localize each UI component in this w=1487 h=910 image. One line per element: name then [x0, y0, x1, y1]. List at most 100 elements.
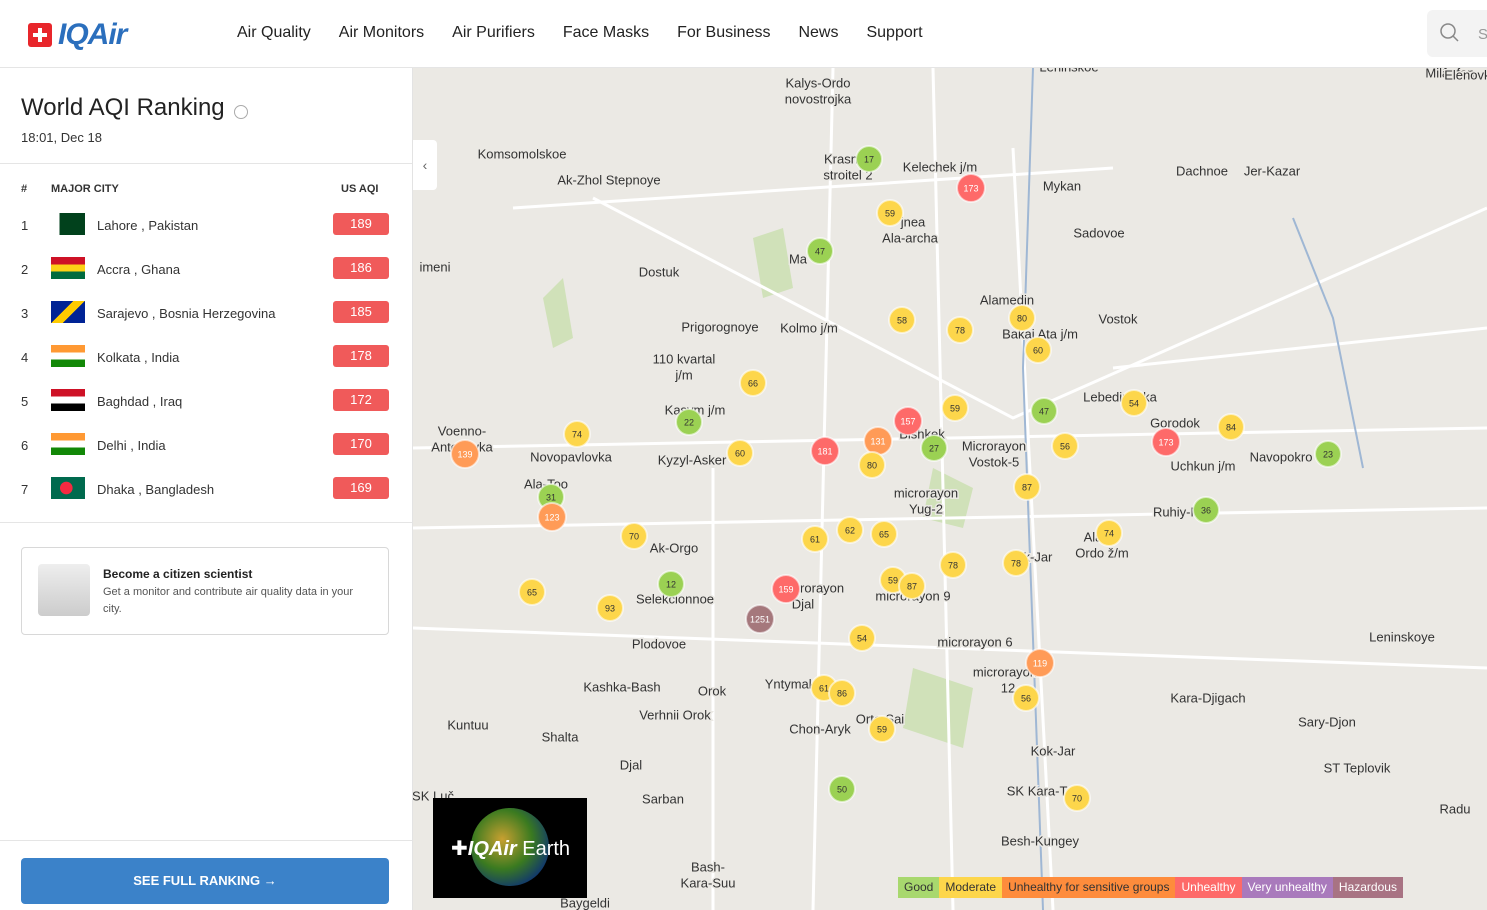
aqi-marker[interactable]: 66 — [739, 369, 767, 397]
ranking-row[interactable]: 4 Kolkata , India 178 — [0, 345, 412, 389]
aqi-marker[interactable]: 131 — [863, 426, 893, 456]
flag — [51, 389, 85, 411]
aqi-marker[interactable]: 78 — [939, 551, 967, 579]
aqi-marker[interactable]: 70 — [620, 522, 648, 550]
citizen-card[interactable]: Become a citizen scientist Get a monitor … — [21, 547, 389, 635]
aqi-marker[interactable]: 87 — [1013, 473, 1041, 501]
marker-value: 181 — [817, 446, 832, 456]
aqi-marker[interactable]: 62 — [836, 516, 864, 544]
collapse-toggle[interactable]: ‹ — [413, 140, 437, 190]
aqi-marker[interactable]: 173 — [1151, 427, 1181, 457]
aqi-marker[interactable]: 84 — [1217, 413, 1245, 441]
aqi-badge: 186 — [333, 257, 389, 279]
place-label: Ordo ž/m — [1075, 545, 1128, 560]
aqi-marker[interactable]: 123 — [537, 502, 567, 532]
ranking-row[interactable]: 5 Baghdad , Iraq 172 — [0, 389, 412, 433]
logo[interactable]: IQAir — [28, 18, 127, 52]
aqi-marker[interactable]: 59 — [868, 715, 896, 743]
nav-link[interactable]: Support — [866, 24, 923, 41]
nav-link[interactable]: Face Masks — [562, 24, 650, 41]
aqi-marker[interactable]: 22 — [675, 408, 703, 436]
aqi-marker[interactable]: 119 — [1025, 648, 1055, 678]
aqi-marker[interactable]: 12 — [657, 570, 685, 598]
aqi-marker[interactable]: 56 — [1012, 684, 1040, 712]
aqi-marker[interactable]: 78 — [1002, 549, 1030, 577]
marker-dot — [828, 775, 856, 803]
aqi-marker[interactable]: 173 — [956, 173, 986, 203]
search-placeholder: S — [1478, 26, 1487, 43]
aqi-marker[interactable]: 78 — [946, 316, 974, 344]
aqi-marker[interactable]: 58 — [888, 306, 916, 334]
sidebar: World AQI Ranking 18:01, Dec 18 # MAJOR … — [0, 68, 413, 910]
marker-dot — [1120, 389, 1148, 417]
aqi-marker[interactable]: 1251 — [745, 604, 775, 634]
info-icon[interactable] — [234, 105, 248, 119]
marker-dot — [596, 594, 624, 622]
earth-widget[interactable]: ✚IQAir Earth — [433, 798, 587, 898]
aqi-marker[interactable]: 93 — [596, 594, 624, 622]
aqi-marker[interactable]: 139 — [450, 439, 480, 469]
place-label: Vostok — [1098, 311, 1138, 326]
aqi-marker[interactable]: 157 — [893, 406, 923, 436]
place-label: Novopavlovka — [530, 449, 612, 464]
full-ranking-button[interactable]: SEE FULL RANKING → — [21, 858, 389, 904]
marker-dot — [518, 578, 546, 606]
map[interactable]: Kalys-Ordo novostrojka Komsomolskoe Ak-Zhol… — [413, 68, 1487, 910]
nav-link[interactable]: Air Purifiers — [452, 24, 535, 41]
legend-item: Unhealthy for sensitive groups — [1002, 877, 1176, 898]
ranking-row[interactable]: 1 Lahore , Pakistan 189 — [0, 213, 412, 257]
search[interactable]: S — [1427, 10, 1487, 57]
aqi-marker[interactable]: 17 — [855, 145, 883, 173]
aqi-marker[interactable]: 87 — [898, 572, 926, 600]
aqi-marker[interactable]: 60 — [1024, 336, 1052, 364]
nav-link[interactable]: Air Quality — [237, 24, 311, 41]
aqi-marker[interactable]: 59 — [876, 199, 904, 227]
aqi-marker[interactable]: 50 — [828, 775, 856, 803]
aqi-marker[interactable]: 60 — [726, 439, 754, 467]
ranking-row[interactable]: 7 Dhaka , Bangladesh 169 — [0, 477, 412, 521]
aqi-marker[interactable]: 23 — [1314, 440, 1342, 468]
aqi-marker[interactable]: 80 — [858, 451, 886, 479]
aqi-marker[interactable]: 54 — [1120, 389, 1148, 417]
aqi-marker[interactable]: 36 — [1192, 496, 1220, 524]
aqi-marker[interactable]: 159 — [771, 574, 801, 604]
aqi-marker[interactable]: 54 — [848, 624, 876, 652]
marker-value: 139 — [457, 449, 472, 459]
aqi-marker[interactable]: 27 — [920, 434, 948, 462]
card-text: Get a monitor and contribute air quality… — [103, 586, 354, 615]
aqi-marker[interactable]: 65 — [518, 578, 546, 606]
aqi-marker[interactable]: 74 — [1095, 519, 1123, 547]
ranking-row[interactable]: 6 Delhi , India 170 — [0, 433, 412, 477]
aqi-marker[interactable]: 47 — [806, 237, 834, 265]
aqi-marker[interactable]: 181 — [810, 436, 840, 466]
aqi-marker[interactable]: 65 — [870, 520, 898, 548]
place-label: Orok — [698, 683, 727, 698]
aqi-marker[interactable]: 74 — [563, 420, 591, 448]
marker-dot — [1063, 784, 1091, 812]
aqi-marker[interactable]: 56 — [1051, 432, 1079, 460]
marker-value: 22 — [684, 417, 694, 427]
marker-dot — [1025, 648, 1055, 678]
nav-link[interactable]: Air Monitors — [338, 24, 425, 41]
aqi-badge: 172 — [333, 389, 389, 411]
place-label: 12 — [1001, 680, 1015, 695]
ranking-row[interactable]: 3 Sarajevo , Bosnia Herzegovina 185 — [0, 301, 412, 345]
aqi-marker[interactable]: 80 — [1008, 304, 1036, 332]
col-header: # — [21, 183, 28, 195]
nav-link[interactable]: News — [798, 24, 839, 41]
aqi-marker[interactable]: 70 — [1063, 784, 1091, 812]
place-label: Kolmo j/m — [780, 320, 838, 335]
place-label: Komsomolskoe — [478, 146, 567, 161]
place-label: Radu — [1439, 801, 1470, 816]
place-label: Voenno- — [438, 423, 486, 438]
rank: 7 — [21, 482, 29, 497]
aqi-marker[interactable]: 47 — [1030, 397, 1058, 425]
aqi-marker[interactable]: 61 — [801, 525, 829, 553]
aqi-marker[interactable]: 86 — [828, 679, 856, 707]
marker-dot — [939, 551, 967, 579]
aqi-marker[interactable]: 59 — [941, 394, 969, 422]
nav-link[interactable]: For Business — [677, 24, 771, 41]
logo-text: IQAir — [58, 18, 127, 51]
ranking-row[interactable]: 2 Accra , Ghana 186 — [0, 257, 412, 301]
